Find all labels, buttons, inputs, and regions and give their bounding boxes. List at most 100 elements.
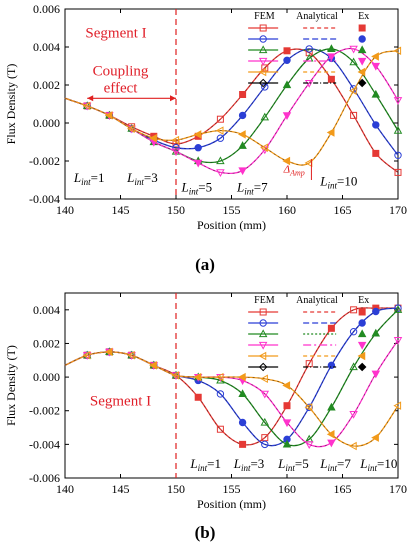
legend-fem-marker — [259, 308, 267, 316]
series-5 — [64, 46, 402, 168]
data-point-fem — [261, 83, 269, 91]
x-tick-label: 150 — [167, 482, 185, 496]
y-tick-label: 0.000 — [33, 370, 60, 384]
y-tick-label: 0.006 — [33, 2, 60, 16]
y-tick-label: -0.002 — [29, 404, 60, 418]
data-point-ex — [326, 430, 335, 439]
data-point-fem — [216, 169, 225, 178]
data-point-fem — [350, 111, 358, 119]
data-point-ex — [327, 324, 335, 332]
legend-ex-marker — [357, 362, 367, 372]
data-point-fem — [261, 440, 269, 449]
legend-ex-marker — [357, 329, 367, 338]
data-point-ex — [237, 372, 246, 382]
x-tick-label: 155 — [223, 482, 241, 496]
y-tick-label: 0.004 — [33, 40, 60, 54]
data-point-ex — [194, 144, 202, 152]
x-tick-label: 140 — [56, 482, 74, 496]
series-label-lint-3: Lint=3 — [126, 170, 158, 187]
x-tick-label: 155 — [223, 203, 241, 217]
data-point-fem — [304, 403, 313, 412]
data-point-ex — [371, 89, 381, 98]
data-point-fem — [305, 45, 313, 53]
data-point-ex — [282, 80, 292, 89]
x-tick-label: 170 — [389, 482, 407, 496]
legend-fem-marker — [259, 24, 267, 32]
legend-ex-marker — [358, 35, 366, 43]
data-point-fem — [349, 327, 358, 336]
panel-label-a: (a) — [195, 255, 215, 274]
legend-header-analytical: Analytical — [296, 295, 338, 306]
x-tick-label: 160 — [278, 482, 296, 496]
data-point-ex — [282, 439, 292, 448]
data-point-fem — [260, 390, 270, 399]
data-point-ex — [327, 439, 336, 448]
data-point-ex — [238, 389, 247, 398]
data-point-ex — [239, 91, 247, 98]
data-point-fem — [260, 112, 270, 121]
legend-fem-marker — [258, 45, 268, 54]
series-label-lint-5: Lint=5 — [277, 456, 309, 473]
data-point-fem — [394, 304, 402, 312]
y-tick-label: 0.002 — [33, 336, 60, 350]
x-tick-label: 145 — [112, 482, 130, 496]
legend-fem-marker — [258, 57, 268, 66]
y-tick-label: -0.006 — [29, 471, 60, 485]
y-tick-label: 0.004 — [33, 303, 60, 317]
series-analytical-line — [64, 50, 399, 166]
data-point-ex — [282, 112, 292, 121]
data-point-ex — [193, 159, 203, 168]
data-point-ex — [239, 440, 247, 448]
data-point-ex — [371, 62, 381, 71]
data-point-fem — [349, 362, 358, 371]
legend-ex-marker — [358, 308, 366, 316]
series-1 — [64, 304, 402, 448]
data-point-fem — [348, 441, 357, 451]
x-tick-label: 165 — [334, 203, 352, 217]
data-point-ex — [283, 56, 291, 64]
data-point-ex — [282, 381, 291, 390]
y-tick-label: -0.002 — [29, 154, 60, 168]
legend-header-fem: FEM — [254, 295, 275, 306]
x-tick-label: 140 — [56, 203, 74, 217]
segment-label: Segment I — [90, 394, 151, 410]
x-tick-label: 145 — [112, 203, 130, 217]
data-point-fem — [82, 101, 91, 111]
legend-fem-marker — [258, 351, 267, 361]
series-2 — [64, 304, 402, 449]
chart-panel-b: 140 145 150 155 160 165 170 -0.006 -0.004 -0.002 0… — [4, 292, 407, 511]
series-label-lint-3: Lint=3 — [233, 456, 265, 473]
data-point-fem — [349, 45, 358, 54]
chart-panel-a: 140 145 150 155 160 165 170 -0.004 -0.002 0.000 0.… — [4, 2, 407, 232]
segment-label: Segment I — [85, 26, 146, 42]
data-point-fem — [216, 425, 224, 433]
x-tick-label: 170 — [389, 203, 407, 217]
data-point-ex — [238, 167, 247, 176]
data-point-ex — [282, 419, 292, 428]
data-point-ex — [104, 111, 113, 120]
data-point-fem — [393, 97, 403, 105]
data-point-fem — [394, 151, 402, 160]
legend-fem-marker — [259, 35, 267, 43]
data-point-ex — [327, 53, 336, 62]
series-label-lint-10: Lint=10 — [319, 174, 357, 191]
data-point-ex — [149, 133, 157, 143]
legend-header-ex: Ex — [358, 295, 369, 306]
data-point-ex — [238, 111, 247, 120]
data-point-ex — [371, 370, 381, 379]
data-point-fem — [260, 417, 270, 426]
data-point-ex — [149, 361, 157, 370]
series-analytical-line — [64, 351, 399, 447]
data-point-ex — [372, 149, 380, 157]
legend-fem-marker — [258, 78, 268, 88]
data-point-fem — [82, 350, 91, 360]
series-analytical-line — [64, 307, 399, 447]
data-point-fem — [171, 371, 180, 380]
legend-header-ex: Ex — [358, 11, 369, 22]
data-point-ex — [327, 75, 335, 83]
data-point-fem — [261, 64, 269, 72]
series-label-lint-1: Lint=1 — [73, 170, 105, 187]
data-point-fem — [215, 372, 224, 382]
legend-header-fem: FEM — [254, 11, 275, 22]
data-point-fem — [261, 434, 269, 442]
